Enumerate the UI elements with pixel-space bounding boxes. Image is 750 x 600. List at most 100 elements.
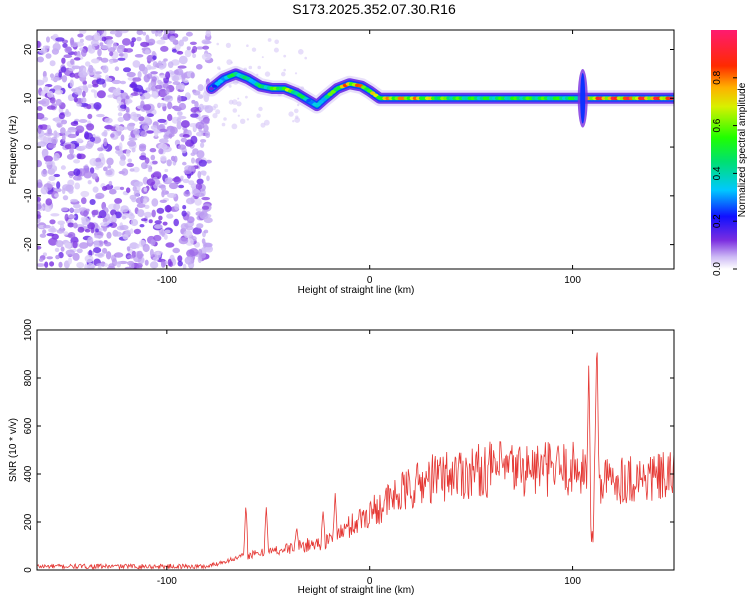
- noise-blob: [143, 125, 149, 132]
- noise-blob: [129, 168, 135, 172]
- noise-blob: [73, 97, 78, 103]
- noise-blob: [192, 90, 201, 96]
- noise-blob: [107, 265, 116, 269]
- noise-blob: [168, 133, 173, 139]
- noise-blob: [118, 142, 123, 151]
- noise-blob: [46, 135, 52, 142]
- noise-blob: [205, 245, 213, 253]
- noise-blob: [114, 231, 123, 237]
- speckle-blob: [231, 123, 238, 130]
- noise-blob: [151, 50, 156, 57]
- snr-y-tick-label: 200: [23, 513, 34, 530]
- noise-blob: [102, 217, 108, 224]
- spectrogram-x-tick-label: 0: [367, 275, 373, 286]
- noise-blob: [160, 45, 169, 52]
- noise-blob: [181, 72, 187, 79]
- noise-blob: [191, 99, 196, 104]
- noise-blob: [172, 247, 180, 254]
- noise-blob: [69, 72, 76, 78]
- noise-blob: [95, 192, 105, 199]
- noise-blob: [37, 160, 42, 168]
- noise-blob: [178, 39, 184, 47]
- noise-blob: [192, 53, 197, 59]
- noise-blob: [158, 148, 164, 155]
- noise-blob: [44, 261, 49, 268]
- noise-blob: [172, 81, 181, 85]
- spectrogram-y-tick-label: 10: [23, 92, 34, 104]
- noise-blob: [83, 170, 92, 179]
- noise-blob: [75, 125, 85, 134]
- noise-blob: [85, 143, 93, 149]
- speckle-blob: [237, 97, 240, 100]
- noise-blob: [110, 30, 117, 35]
- speckle-blob: [218, 67, 221, 71]
- noise-blob: [121, 168, 129, 176]
- noise-blob: [86, 104, 92, 110]
- noise-blob: [92, 74, 102, 79]
- noise-blob: [89, 167, 95, 174]
- noise-blob: [203, 242, 213, 248]
- noise-blob: [131, 147, 136, 153]
- colorbar-label: Normalized spectral amplitude: [737, 82, 748, 217]
- noise-blob: [169, 35, 176, 43]
- noise-blob: [54, 89, 64, 95]
- noise-blob: [130, 92, 139, 97]
- noise-blob: [107, 165, 112, 169]
- noise-blob: [178, 83, 186, 91]
- noise-blob: [69, 148, 74, 155]
- noise-blob: [205, 159, 212, 164]
- speckle-blob: [295, 115, 299, 119]
- noise-blob: [133, 228, 141, 235]
- noise-blob: [37, 263, 45, 267]
- noise-blob: [137, 71, 142, 79]
- speckle-blob: [257, 65, 262, 70]
- noise-blob: [125, 229, 132, 236]
- noise-blob: [55, 98, 62, 106]
- speckle-blob: [274, 39, 280, 45]
- noise-blob: [151, 76, 157, 82]
- noise-blob: [154, 220, 162, 225]
- noise-blob: [84, 228, 91, 233]
- noise-blob: [139, 224, 145, 228]
- noise-blob: [50, 136, 58, 145]
- noise-blob: [162, 83, 169, 89]
- noise-blob: [89, 137, 96, 142]
- noise-blob: [42, 76, 48, 83]
- noise-blob: [195, 211, 205, 217]
- noise-blob: [106, 231, 112, 239]
- speckle-blob: [297, 103, 300, 107]
- snr-x-tick-label: -100: [157, 576, 177, 587]
- noise-blob: [94, 71, 102, 75]
- snr-plot-area: [37, 330, 674, 570]
- noise-blob: [104, 117, 113, 124]
- noise-blob: [60, 223, 64, 229]
- noise-blob: [167, 101, 173, 110]
- noise-blob: [176, 50, 184, 55]
- noise-blob: [70, 143, 76, 150]
- spectrogram-x-tick-label: 100: [564, 275, 581, 286]
- noise-blob: [156, 39, 166, 45]
- noise-blob: [66, 153, 75, 160]
- noise-blob: [125, 106, 130, 113]
- noise-blob: [37, 106, 43, 111]
- noise-blob: [108, 180, 113, 186]
- noise-blob: [90, 39, 99, 47]
- noise-blob: [195, 183, 203, 190]
- noise-blob: [182, 36, 189, 42]
- noise-blob: [73, 222, 78, 229]
- noise-blob: [159, 199, 167, 203]
- ridge-core-mark: [330, 90, 336, 94]
- noise-blob: [190, 135, 198, 145]
- noise-blob: [168, 30, 176, 35]
- snr-y-label: SNR (10 * v/v): [8, 418, 19, 482]
- noise-blob: [101, 131, 107, 137]
- noise-blob: [143, 187, 148, 192]
- noise-blob: [99, 222, 109, 227]
- noise-blob: [55, 254, 60, 260]
- noise-blob: [197, 84, 204, 92]
- noise-blob: [101, 45, 109, 50]
- noise-blob: [142, 198, 148, 205]
- speckle-blob: [213, 103, 219, 109]
- noise-blob: [53, 173, 61, 178]
- noise-blob: [156, 251, 162, 256]
